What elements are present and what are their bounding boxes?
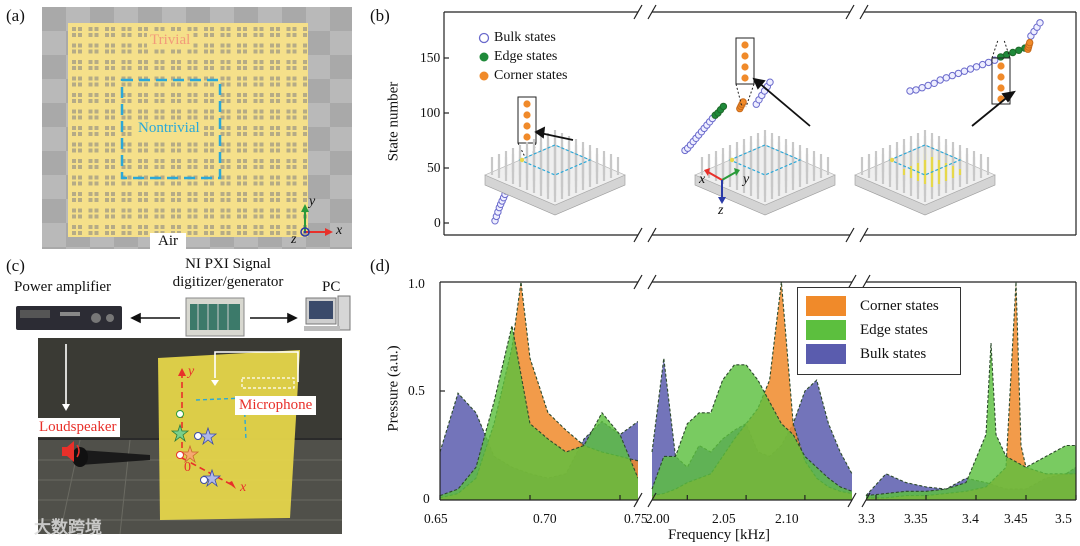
b-point-bulk	[766, 78, 774, 86]
b-ytick-150: 150	[420, 50, 441, 65]
d-xtick-210: 2.10	[775, 511, 799, 526]
b-point-corner	[1026, 38, 1034, 47]
d-ytick-1: 1.0	[408, 276, 425, 291]
legend-corner: Corner states	[860, 298, 939, 314]
b-point-edge	[1003, 51, 1011, 59]
d-xtick-070: 0.70	[533, 511, 557, 526]
d-xtick-075: 0.75	[624, 511, 648, 526]
legend-edge: Edge states	[860, 322, 928, 338]
b-point-bulk	[972, 63, 981, 71]
air-label: Air	[150, 233, 186, 250]
loudspeaker-device	[72, 447, 150, 467]
b-ytick-50: 50	[427, 160, 441, 175]
axis-a-z: z	[291, 232, 297, 247]
b-point-bulk	[930, 79, 938, 88]
pc-label: PC	[322, 279, 341, 295]
b-point-bulk	[960, 67, 969, 75]
b-point-bulk	[906, 87, 914, 95]
watermark: 大数跨境	[34, 518, 102, 538]
d-area-edge-seg1	[440, 325, 638, 500]
b-ytick-100: 100	[420, 105, 441, 120]
d-xtick-200: 2.00	[646, 511, 670, 526]
power-amplifier-device	[16, 306, 122, 330]
sample-block-3	[854, 130, 996, 216]
b-point-bulk	[936, 76, 944, 84]
legend-swatch-edge	[806, 320, 846, 340]
b-point-bulk	[948, 71, 956, 80]
d-xtick-35: 3.5	[1055, 511, 1072, 526]
b-legend-bulk: Bulk states	[494, 30, 556, 45]
b-point-bulk	[912, 86, 920, 94]
power-amplifier-label: Power amplifier	[14, 279, 112, 295]
z-axis-marker	[300, 227, 310, 237]
d-ylabel: Pressure (a.u.)	[385, 345, 402, 432]
b-point-edge	[1015, 46, 1023, 54]
d-ytick-05: 0.5	[408, 383, 425, 398]
panel-c-label: (c)	[6, 256, 25, 275]
legend-swatch-corner	[806, 296, 846, 316]
d-xlabel: Frequency [kHz]	[668, 527, 771, 543]
b-point-bulk	[924, 81, 932, 90]
b-legend-edge: Edge states	[494, 49, 558, 64]
b-legend-corner: Corner states	[494, 68, 568, 83]
nontrivial-boundary	[120, 78, 222, 180]
panel-d-label: (d)	[370, 256, 390, 275]
speaker-icon	[62, 441, 80, 462]
panel-d-chart	[439, 274, 1077, 508]
d-area-edge-seg2	[652, 364, 852, 500]
axis-a-x: x	[336, 223, 343, 238]
b-axis-z: z	[718, 203, 724, 218]
d-xtick-065: 0.65	[424, 511, 448, 526]
legend-swatch-bulk	[806, 344, 846, 364]
d-xtick-205: 2.05	[712, 511, 736, 526]
microphone-label: Microphone	[235, 396, 317, 415]
b-point-bulk	[942, 74, 950, 82]
trivial-label: Trivial	[147, 32, 194, 49]
b-legend	[478, 32, 490, 81]
d-line-edge-seg1	[439, 325, 639, 497]
ni-pxi-device	[185, 297, 245, 337]
c-axis-y: y	[188, 364, 195, 379]
sample-block-1	[484, 130, 626, 216]
panel-b-label: (b)	[370, 6, 390, 25]
b-point-bulk	[918, 84, 926, 92]
b-point-edge	[719, 102, 728, 111]
b-axis-y: y	[743, 172, 750, 187]
b-point-edge	[1009, 48, 1017, 57]
d-xtick-345: 3.45	[1004, 511, 1028, 526]
b-point-bulk	[954, 69, 963, 78]
ni-pxi-line2: digitizer/generator	[172, 274, 284, 290]
b-point-bulk	[984, 58, 993, 67]
nontrivial-label: Nontrivial	[135, 120, 203, 137]
ni-pxi-line1: NI PXI Signal	[185, 256, 271, 272]
c-axis-x: x	[240, 480, 247, 495]
panel-a-label: (a)	[6, 6, 25, 25]
b-ytick-0: 0	[434, 215, 441, 230]
b-axis-x: x	[699, 172, 706, 187]
d-xtick-33: 3.3	[858, 511, 875, 526]
d-line-edge-seg3	[865, 342, 1076, 497]
d-ytick-0: 0	[423, 491, 430, 506]
b-point-bulk	[978, 60, 987, 69]
d-line-edge-seg2	[651, 364, 853, 492]
d-xtick-34: 3.4	[962, 511, 979, 526]
c-origin: 0	[184, 460, 191, 475]
b-point-bulk	[966, 65, 975, 73]
legend-bulk: Bulk states	[860, 346, 927, 362]
panel-b-chart	[443, 4, 1077, 243]
b-point-bulk	[1036, 19, 1044, 27]
loudspeaker-label: Loudspeaker	[35, 418, 121, 437]
d-area-edge-seg3	[866, 343, 1076, 500]
sample-block-2	[694, 130, 836, 216]
d-xtick-335: 3.35	[904, 511, 928, 526]
pc-device	[304, 295, 351, 331]
axis-a-y: y	[309, 194, 316, 209]
b-point-edge	[997, 53, 1005, 61]
b-ylabel: State number	[385, 81, 402, 162]
d-legend: Corner states Edge states Bulk states	[797, 287, 961, 375]
panel-c-diagram	[16, 295, 351, 535]
